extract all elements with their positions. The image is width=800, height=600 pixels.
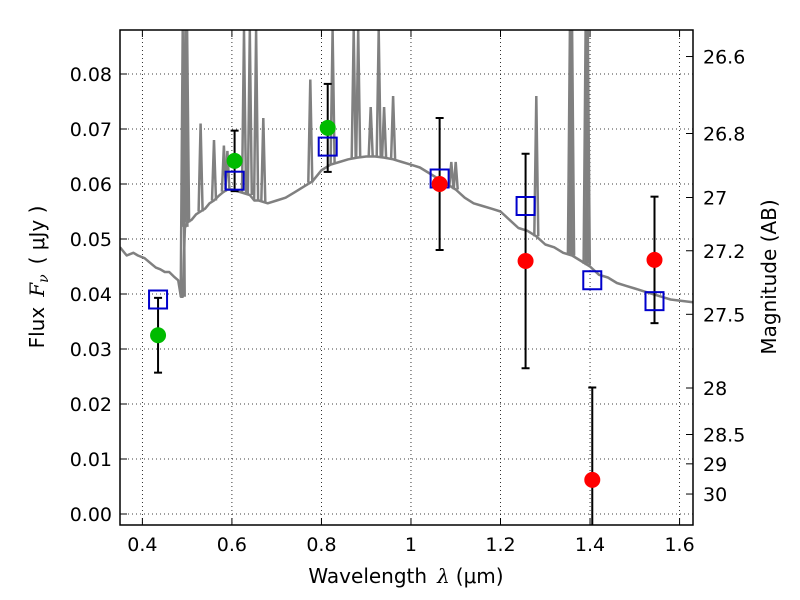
emission-line [252,30,260,201]
emission-line [533,95,540,237]
emission-line [246,30,254,196]
y-axis-title: FluxFν( μJy ) [25,206,52,349]
model-box-marker [148,289,169,310]
x-tick-label: 0.4 [127,534,157,556]
y-tick-label: 0.07 [70,119,112,141]
plot-frame [119,29,694,526]
x-tick-label: 0.6 [217,534,247,556]
mag-tick-label: 27.5 [703,304,745,326]
emission-line [354,30,362,158]
emission-line [448,161,455,187]
mag-tick-label: 27 [703,188,727,210]
red-data-point [646,251,663,268]
model-spectrum [120,30,693,304]
emission-line [240,30,248,194]
grid-lines [120,30,693,525]
model-box-marker [224,170,245,191]
mag-tick-label: 26.8 [703,123,745,145]
red-data-point [584,471,601,488]
emission-line [260,117,267,202]
model-box-marker [644,291,665,312]
emission-line [367,106,374,157]
emission-line [307,79,314,183]
model-box-marker [515,196,536,216]
y-tick-label: 0.05 [70,229,112,251]
emission-line [350,30,357,159]
mag-tick-label: 30 [703,484,727,506]
green-data-point [226,152,243,169]
y-tick-label: 0.04 [70,284,112,306]
mag-tick-label: 28.5 [703,425,745,447]
x-axis-title: Wavelength λ (μm) [308,564,503,588]
mag-tick-label: 28 [703,378,727,400]
emission-line [389,95,397,160]
emission-line [210,139,218,201]
magnitude-tick-labels: 26.6 26.8 27 27.2 27.5 28 28.5 29 30 [703,47,745,507]
emission-line [568,30,576,256]
y-tick-label: 0.01 [70,449,112,471]
x-tick-label: 1 [405,534,417,556]
x-tick-label: 1.4 [575,534,605,556]
y-tick-label: 0.02 [70,394,112,416]
emission-line [329,30,336,165]
spectrum-continuum [120,155,693,304]
y-tick-labels: 0.00 0.01 0.02 0.03 0.04 0.05 0.06 0.07 0.08 [70,64,112,526]
emission-line [380,106,388,158]
emission-line [584,30,592,266]
y-tick-label: 0.06 [70,174,112,196]
plot-area [120,30,693,525]
y2-axis-title: Magnitude (AB) [757,199,781,354]
emission-line [197,123,204,212]
red-data-point [517,253,534,269]
y-tick-label: 0.08 [70,64,112,86]
y-tick-label: 0.00 [70,504,112,526]
model-box-marker [582,270,603,291]
x-tick-label: 1.2 [485,534,515,556]
mag-tick-label: 26.6 [703,47,745,69]
axis-ticks [120,30,693,525]
x-tick-label: 1.6 [664,534,694,556]
red-data-point [431,176,448,192]
data-points [150,119,663,488]
x-tick-label: 0.8 [306,534,336,556]
y-tick-label: 0.03 [70,339,112,361]
emission-line [452,161,459,190]
emission-line [183,30,191,223]
mag-tick-label: 27.2 [703,241,745,263]
emission-line [375,30,382,157]
x-tick-labels: 0.4 0.6 0.8 1 1.2 1.4 1.6 [127,534,694,556]
model-box-marker [317,136,338,157]
mag-tick-label: 29 [703,454,727,476]
green-data-point [319,119,336,136]
green-data-point [150,327,167,344]
